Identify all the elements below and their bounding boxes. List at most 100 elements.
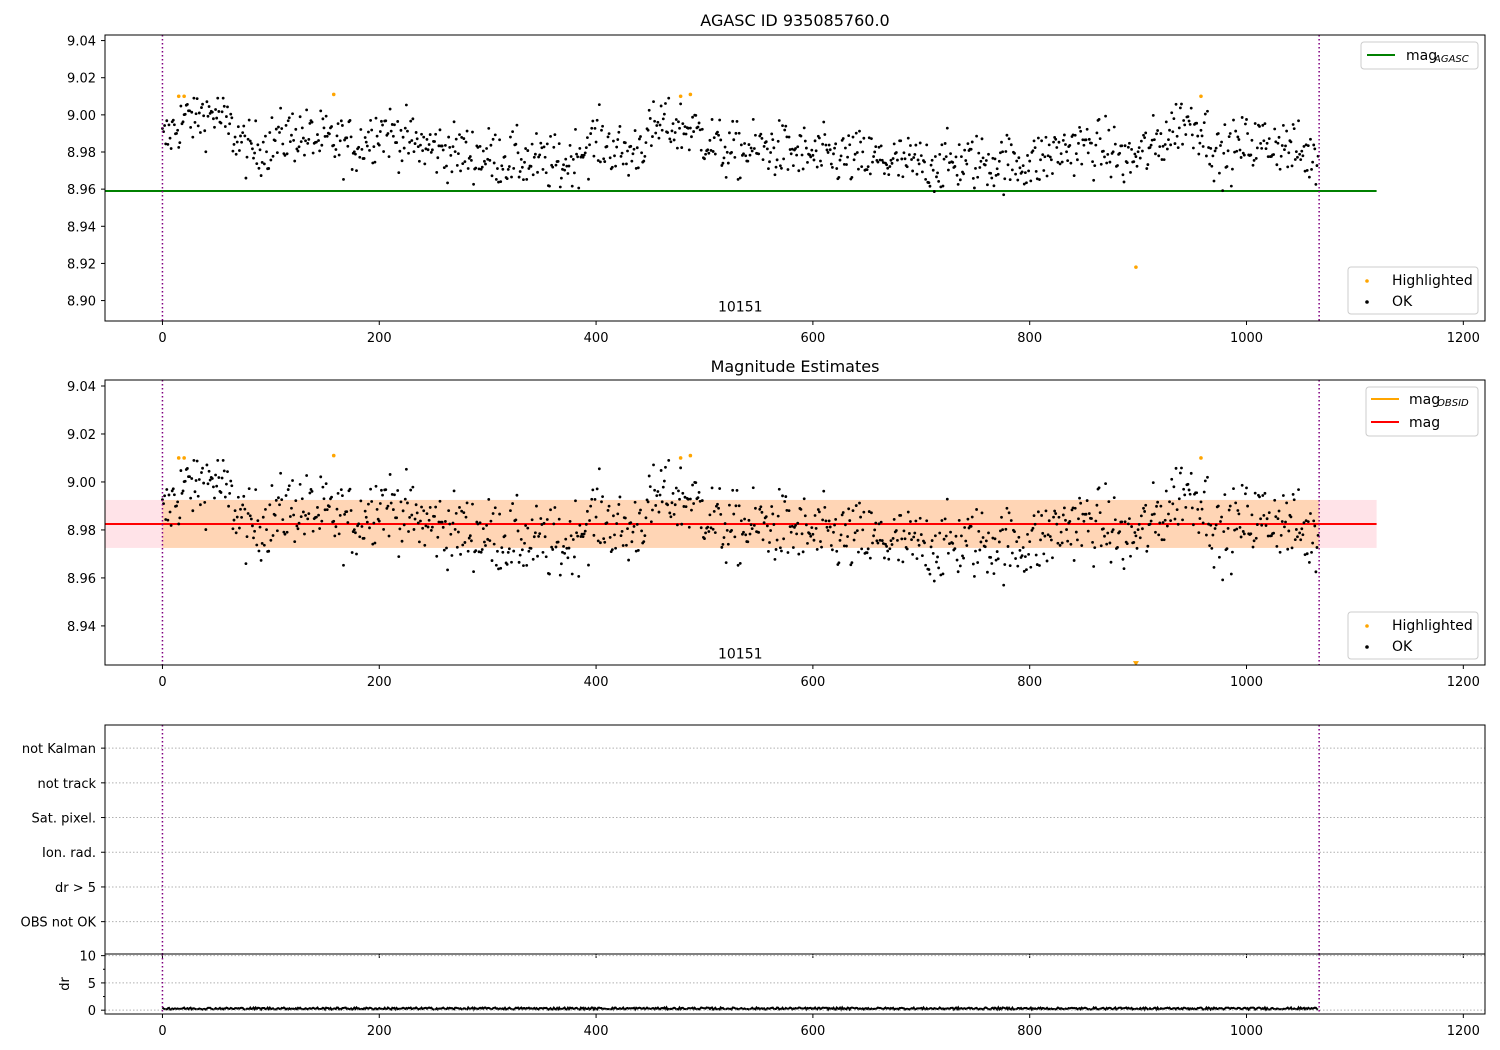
ok-point (434, 132, 438, 136)
ok-point (579, 535, 583, 538)
ok-point (223, 495, 227, 499)
ok-point (1170, 111, 1174, 115)
ok-point (262, 162, 266, 166)
ok-point (966, 142, 970, 146)
ok-point (642, 540, 646, 544)
ok-point (847, 134, 851, 138)
ok-point (981, 536, 985, 539)
magnitude-point-legend: Highlighted OK (1347, 611, 1479, 660)
ok-point (345, 510, 349, 514)
ok-point (1148, 146, 1152, 149)
ok-point (501, 167, 505, 171)
ok-point (200, 471, 203, 474)
ok-point (295, 147, 299, 151)
ok-point (177, 522, 181, 526)
ok-point (847, 507, 851, 511)
ok-point (631, 530, 635, 534)
legend-label-highlighted: Highlighted (1392, 618, 1473, 634)
ok-point (262, 543, 266, 547)
ok-point (834, 517, 838, 521)
ok-point (1058, 162, 1062, 166)
ok-point (254, 488, 258, 492)
ok-point (656, 120, 660, 124)
ok-point (330, 125, 333, 128)
ok-point (1107, 128, 1111, 132)
ok-point (771, 138, 775, 142)
y-tick-label: 8.94 (67, 220, 96, 235)
ok-point (1240, 116, 1244, 119)
ok-point (491, 512, 495, 515)
ok-point (277, 496, 280, 500)
ok-point (419, 519, 422, 523)
ok-point (721, 542, 725, 546)
ok-point (907, 532, 911, 535)
ok-point (545, 142, 549, 146)
ok-point (1141, 149, 1144, 153)
ok-point (442, 548, 446, 552)
ok-point (447, 509, 451, 513)
ok-point (1046, 533, 1050, 537)
ok-point (362, 536, 366, 540)
ok-point (1181, 518, 1184, 522)
ok-point (974, 166, 977, 170)
ok-point (556, 159, 560, 163)
ok-point (267, 549, 271, 553)
ok-point (301, 510, 305, 514)
ok-point (754, 506, 757, 510)
ok-point (831, 165, 834, 169)
ok-point (377, 519, 381, 523)
ok-point (795, 153, 799, 157)
ok-point (1236, 509, 1240, 512)
ok-point (243, 507, 247, 511)
ok-point (1171, 502, 1175, 506)
ok-point (1076, 158, 1079, 162)
ok-point (1018, 166, 1022, 170)
ok-point (270, 484, 274, 487)
ok-point (709, 526, 713, 530)
ok-point (844, 146, 847, 150)
ok-point (367, 502, 370, 506)
ok-point (193, 121, 197, 124)
ok-point (334, 148, 338, 151)
ok-point (363, 509, 367, 513)
ok-point (1113, 142, 1117, 146)
ok-point (462, 511, 466, 514)
ok-point (426, 525, 430, 529)
ok-point (1314, 183, 1318, 186)
ok-point (936, 171, 939, 175)
ok-point (594, 515, 598, 519)
ok-point (1291, 123, 1295, 126)
ok-point (1030, 529, 1034, 532)
ok-point (497, 180, 500, 184)
ok-point (192, 96, 196, 100)
ok-point (626, 527, 629, 531)
ok-point (850, 561, 854, 565)
ok-point (773, 557, 777, 561)
ok-point (931, 552, 935, 555)
ok-point (1207, 146, 1210, 149)
ok-point (384, 119, 388, 123)
ok-point (496, 167, 499, 170)
ok-point (324, 482, 328, 486)
ok-point (872, 155, 875, 158)
ok-point (597, 467, 601, 471)
ok-point (600, 500, 603, 504)
ok-point (371, 161, 375, 165)
ok-point (273, 513, 277, 517)
legend-marker-highlighted (1365, 279, 1369, 283)
ok-point (1047, 143, 1051, 147)
ok-point (859, 515, 862, 519)
ok-point (1038, 564, 1041, 567)
ok-point (587, 177, 590, 181)
ok-point (1280, 144, 1284, 147)
ok-point (205, 463, 209, 467)
ok-point (293, 540, 297, 544)
ok-point (293, 159, 297, 163)
ok-point (733, 535, 737, 539)
ok-point (163, 494, 167, 498)
ok-point (794, 147, 797, 150)
ok-point (1125, 542, 1129, 546)
ok-point (1267, 137, 1271, 140)
ok-point (471, 502, 474, 506)
